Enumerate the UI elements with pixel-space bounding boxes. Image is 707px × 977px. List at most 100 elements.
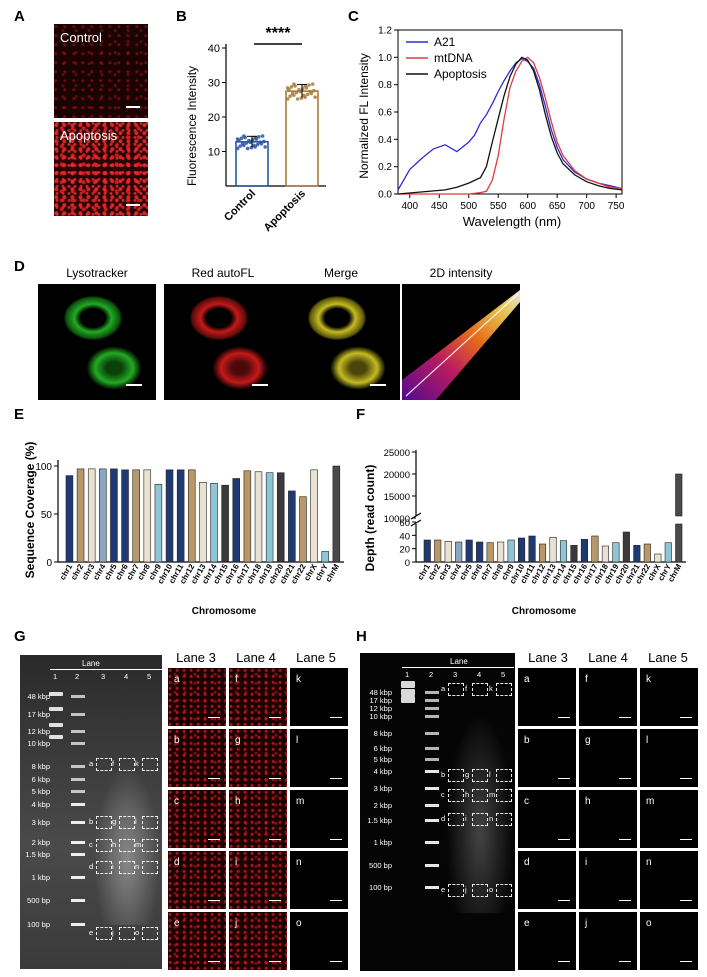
f-bar [434,539,442,563]
gel-band [71,899,85,902]
gel-band [49,723,63,727]
scale-bar [558,838,570,840]
gel-band [425,886,439,889]
gel-lane-number: 4 [124,672,129,681]
scale-bar [619,899,631,901]
c-xlabel: Wavelength (nm) [463,214,562,229]
gel-h: Lane 1 2 3 4 5 48 kbp 17 kbp 12 kbp 10 kbp 8 kbp 6 … [360,653,515,971]
g-grid-image: g [229,729,287,787]
gel-marker-label: 6 kbp [373,744,392,753]
scale-bar [126,106,140,108]
panel-label-e: E [14,406,25,423]
e-bar [254,471,263,563]
b-y-tick-label: 10 [208,147,220,159]
b-point [257,134,261,139]
c-y-tick-label: 0.6 [378,108,392,119]
gel-dashed-box [96,816,112,829]
h-grid-letter: k [646,674,651,685]
f-bar [538,543,547,563]
gel-band [71,803,85,806]
gel-box-letter: d [441,814,446,823]
h-grid-letter: d [524,857,530,868]
c-x-tick-label: 650 [549,201,566,212]
g-grid-letter: n [296,857,302,868]
gel-band [71,876,85,879]
e-bar [310,469,318,563]
gel-box-letter: k [489,684,493,693]
gel-box-letter: g [112,817,117,826]
f-y-tick-label: 10000 [384,514,410,525]
gel-dashed-box [96,861,112,874]
gel-dashed-box [142,861,158,874]
e-ylabel: Sequence Coverage (%) [23,442,37,579]
scale-bar [558,777,570,779]
scale-bar [269,838,281,840]
f-bar [622,531,630,563]
g-grid-letter: l [296,735,299,746]
g-grid-image: k [290,668,348,726]
b-point [294,90,299,95]
gel-g: Lane 1 2 3 4 5 48 kbp 17 kbp 12 kbp 10 kbp 8 kbp 6 … [20,655,162,969]
e-bar [87,468,96,563]
c-legend-entry: mtDNA [434,51,473,65]
g-grid-image: c [168,790,226,848]
gel-dashed-box [119,816,135,829]
gel-marker-label: 12 kbp [27,727,50,736]
gel-box-letter: h [112,840,117,849]
b-x-tick-label: Apoptosis [262,188,309,235]
b-point [295,97,300,101]
h-grid-image: e [518,912,576,970]
b-point [260,134,265,138]
gel-lane-number: 3 [101,672,106,681]
gel-band [425,715,439,718]
gel-marker-label: 12 kbp [369,704,392,713]
b-point [285,97,290,101]
scale-bar [619,716,631,718]
h-grid-image: c [518,790,576,848]
g-grid-image: l [290,729,348,787]
2d-intensity-plot [402,290,520,400]
gel-marker-label: 100 bp [369,883,392,892]
gel-dashed-box [142,839,158,852]
b-point [242,134,246,138]
c-legend-entry: Apoptosis [434,67,487,81]
h-grid-image: n [640,851,698,909]
panel-label-d: D [14,258,25,275]
g-grid-image: i [229,851,287,909]
gel-lane-number: 1 [405,670,410,679]
b-significance: **** [266,25,292,42]
g-grid-image: n [290,851,348,909]
gel-marker-label: 4 kbp [31,800,50,809]
g-grid-letter: h [235,796,241,807]
d-title-merge: Merge [323,266,358,280]
gel-dashed-box [496,789,512,802]
d-title-lysotracker: Lysotracker [66,266,128,280]
b-point [285,86,290,90]
gel-marker-label: 17 kbp [27,710,50,719]
gel-band [71,790,85,793]
g-grid-letter: k [296,674,301,685]
gel-band [425,770,439,773]
gel-box-letter: e [441,885,446,894]
g-grid-image: o [290,912,348,970]
c-frame [397,29,623,195]
scale-bar [208,960,220,962]
gel-band [71,713,85,716]
gel-dashed-box [119,861,135,874]
g-grid-title-lane5: Lane 5 [296,650,336,665]
scale-bar [558,899,570,901]
scale-bar [619,838,631,840]
f-bar [507,539,515,563]
g-image-grid: a f k b g l c h m d i n e j o [168,668,348,971]
e-plot-area: 050100chr1chr2chr3chr4chr5chr6chr7chr8ch… [35,460,344,585]
e-bar [143,469,152,563]
gel-box-letter: g [465,770,470,779]
scale-bar [680,777,692,779]
f-y-tick-label: 20 [399,545,410,556]
g-grid-letter: f [235,674,238,685]
gel-dashed-box [496,769,512,782]
gel-smear [94,765,160,925]
gel-dashed-box [448,769,464,782]
h-grid-letter: c [524,796,529,807]
f-bar [549,537,557,563]
